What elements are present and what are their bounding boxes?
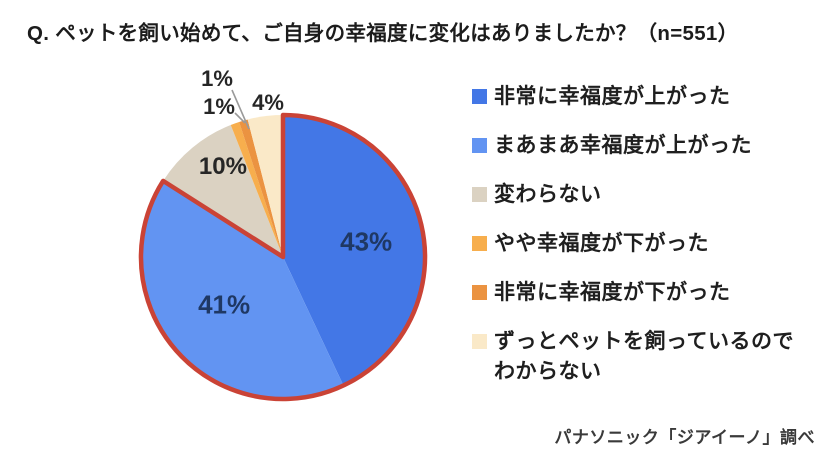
pie-slice-2: [163, 124, 283, 257]
pie-slice-4: [239, 119, 283, 258]
legend-swatch-icon: [472, 334, 487, 349]
pie-slice-5: [247, 115, 283, 257]
source-caption: パナソニック「ジアイーノ」調べ: [554, 428, 815, 447]
legend-swatch-icon: [472, 89, 487, 104]
pie-slice-1: [141, 180, 344, 399]
legend-label: 非常に幸福度が下がった: [494, 281, 731, 304]
legend-swatch-icon: [472, 236, 487, 251]
leader-line-3: [234, 112, 246, 124]
legend-item-3: やや幸福度が下がった: [472, 229, 832, 259]
legend-item-5: ずっとペットを飼っているのでわからない: [472, 327, 832, 387]
legend-item-4: 非常に幸福度が下がった: [472, 278, 832, 308]
slice-label-3: 1%: [203, 94, 235, 119]
pie-slice-0: [283, 115, 425, 386]
leader-line-4: [231, 89, 250, 130]
slice-label-5: 4%: [252, 90, 284, 115]
slice-label-4: 1%: [201, 66, 233, 91]
legend: 非常に幸福度が上がった まあまあ幸福度が上がった 変わらないやや幸福度が下がった 非常…: [472, 82, 832, 387]
slice-label-0: 43%: [340, 226, 392, 256]
legend-item-2: 変わらない: [472, 180, 832, 210]
highlight-outline: [138, 112, 428, 402]
slice-label-1: 41%: [198, 289, 250, 319]
legend-label: ずっとペットを飼っているのでわからない: [494, 330, 794, 383]
legend-swatch-icon: [472, 187, 487, 202]
legend-label: まあまあ幸福度が上がった: [494, 134, 752, 157]
slice-label-2: 10%: [199, 153, 247, 180]
legend-swatch-icon: [472, 138, 487, 153]
page-title: Q. ペットを飼い始めて、ご自身の幸福度に変化はありましたか？（n=551）: [27, 22, 739, 45]
pie-slice-3: [230, 121, 283, 257]
legend-label: 非常に幸福度が上がった: [494, 85, 731, 108]
legend-swatch-icon: [472, 285, 487, 300]
legend-item-1: まあまあ幸福度が上がった: [472, 131, 832, 161]
legend-item-0: 非常に幸福度が上がった: [472, 82, 832, 112]
legend-label: 変わらない: [494, 183, 602, 206]
legend-label: やや幸福度が下がった: [494, 232, 709, 255]
